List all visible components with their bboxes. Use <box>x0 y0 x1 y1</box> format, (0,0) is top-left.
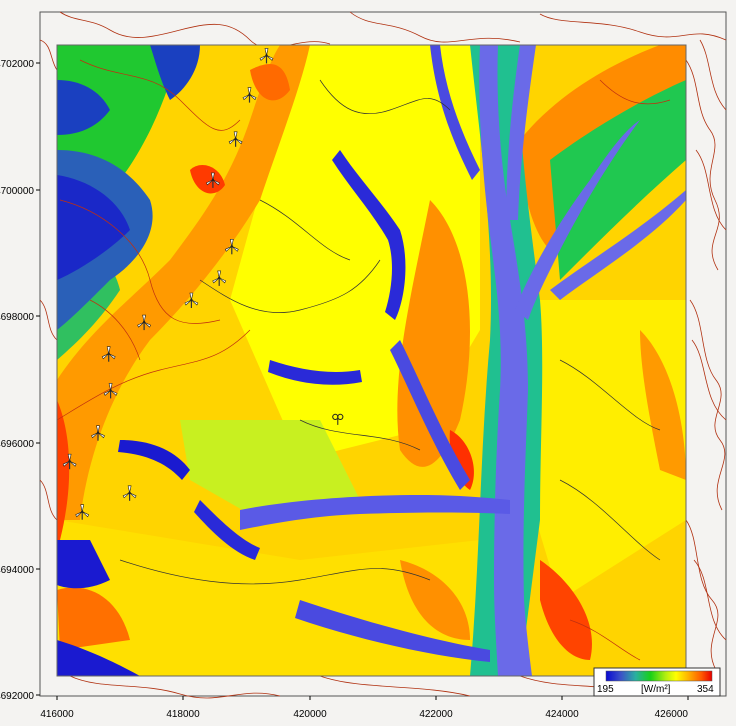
turbine-icon <box>62 453 77 470</box>
legend-min-label: 195 <box>597 684 614 695</box>
turbine-icon <box>224 239 239 255</box>
legend-max-label: 354 <box>697 684 714 695</box>
inner-contour-lines <box>57 59 671 661</box>
legend-unit-label: [W/m²] <box>641 684 671 695</box>
turbine-icon <box>228 131 243 147</box>
y-tick-label: 4696000 <box>0 439 34 450</box>
turbine-icon <box>137 314 152 331</box>
x-tick-label: 418000 <box>166 709 200 720</box>
turbine-icon <box>122 485 137 501</box>
turbine-icon <box>103 383 118 399</box>
x-tick-label: 426000 <box>655 709 689 720</box>
turbine-icon <box>101 346 116 362</box>
wind-resource-raster <box>57 45 686 676</box>
turbine-markers <box>62 48 274 520</box>
y-tick-label: 4702000 <box>0 59 34 70</box>
turbine-icon <box>205 172 220 188</box>
legend-color-bar <box>605 670 713 682</box>
turbine-icon <box>259 48 274 64</box>
y-tick-label: 4698000 <box>0 312 34 323</box>
turbine-icon <box>75 504 90 520</box>
color-legend: 195 [W/m²] 354 <box>593 667 721 697</box>
met-mast-marker <box>332 413 344 425</box>
y-tick-label: 4694000 <box>0 565 34 576</box>
turbine-icon <box>212 270 227 286</box>
turbine-icon <box>91 425 105 441</box>
y-axis-ticks <box>36 62 40 696</box>
y-tick-label: 4700000 <box>0 186 34 197</box>
y-axis-labels: 4702000 4700000 4698000 4696000 4694000 … <box>0 59 34 702</box>
x-tick-label: 420000 <box>293 709 327 720</box>
x-axis-ticks <box>56 696 689 700</box>
turbine-icon <box>242 87 257 103</box>
x-tick-label: 416000 <box>40 709 74 720</box>
raster-border <box>56 44 687 677</box>
x-axis-labels: 416000 418000 420000 422000 424000 42600… <box>40 709 688 720</box>
met-mast-icon <box>332 413 344 425</box>
x-tick-label: 424000 <box>545 709 579 720</box>
y-tick-label: 4692000 <box>0 691 34 702</box>
x-tick-label: 422000 <box>419 709 453 720</box>
turbine-icon <box>184 292 199 308</box>
